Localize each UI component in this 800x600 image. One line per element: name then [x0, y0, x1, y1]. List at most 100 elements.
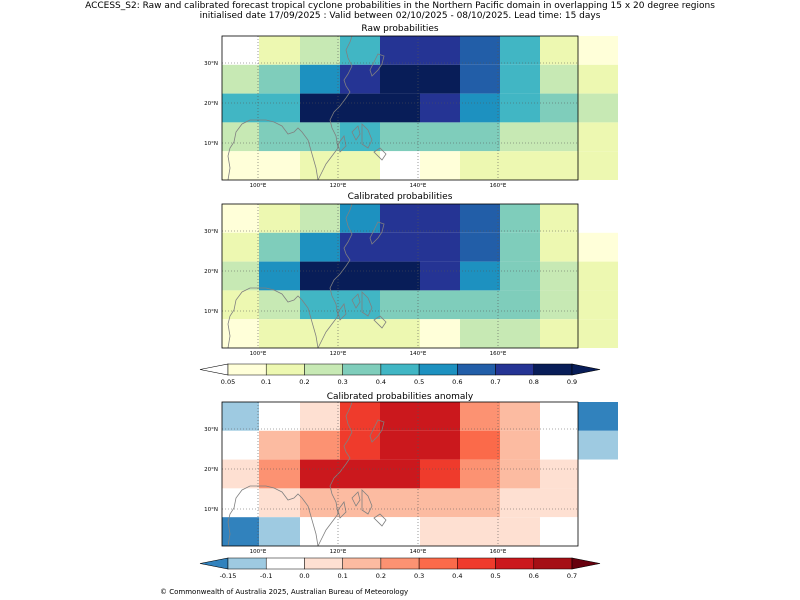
- grid-cell: [460, 488, 500, 518]
- colorbar-tick-label: 0.7: [567, 572, 577, 580]
- longitude-tick-label: 160°E: [490, 183, 507, 189]
- colorbar-segment: [265, 557, 305, 570]
- grid-cell: [300, 204, 340, 233]
- grid-cell: [259, 261, 300, 291]
- colorbar-tick-label: 0.7: [490, 378, 500, 386]
- grid-cell: [500, 151, 540, 180]
- grid-cell: [340, 151, 380, 180]
- grid-cell: [300, 402, 340, 431]
- grid-cell: [340, 488, 380, 518]
- map-frame: [221, 203, 579, 349]
- grid-cell: [380, 488, 420, 518]
- colorbar-under-extension: [199, 363, 229, 376]
- grid-cell: [380, 232, 420, 262]
- grid-cell: [340, 459, 380, 489]
- grid-cell: [380, 517, 420, 546]
- coastline: [317, 401, 353, 547]
- colorbar-tick-label: -0.15: [220, 572, 237, 580]
- grid-cell: [578, 517, 618, 546]
- grid-cell: [222, 151, 259, 180]
- longitude-tick-label: 120°E: [330, 351, 347, 357]
- longitude-tick-label: 140°E: [410, 183, 427, 189]
- grid-cell: [500, 204, 540, 233]
- grid-cell: [578, 459, 618, 489]
- grid-cell: [578, 319, 618, 348]
- grid-cell: [500, 430, 540, 460]
- grid-cell: [300, 459, 340, 489]
- latitude-tick-label: 30°N: [204, 61, 218, 67]
- grid-cell: [578, 93, 618, 123]
- copyright-footer: © Commonwealth of Australia 2025, Austra…: [160, 588, 409, 596]
- grid-cell: [540, 488, 578, 518]
- longitude-tick-label: 160°E: [490, 549, 507, 555]
- coastline: [351, 123, 387, 161]
- grid-cell: [300, 93, 340, 123]
- grid-cell: [300, 290, 340, 320]
- grid-cell: [380, 459, 420, 489]
- colorbar-tick-label: -0.1: [260, 572, 273, 580]
- grid-cell: [222, 290, 259, 320]
- grid-cell: [540, 402, 578, 431]
- colorbar-segment: [418, 557, 458, 570]
- map-frame: [221, 35, 579, 181]
- grid-cell: [540, 122, 578, 152]
- colorbar-tick-label: 0.8: [529, 378, 539, 386]
- coastline: [317, 203, 353, 349]
- grid-cell: [340, 232, 380, 262]
- grid-cell: [340, 122, 380, 152]
- grid-cell: [340, 36, 380, 65]
- coastline: [227, 485, 319, 547]
- grid-cell: [540, 261, 578, 291]
- colorbar-tick-label: 0.3: [414, 572, 424, 580]
- grid-cell: [420, 430, 460, 460]
- grid-cell: [500, 93, 540, 123]
- latitude-tick-label: 20°N: [204, 101, 218, 107]
- grid-cell: [460, 232, 500, 262]
- colorbar-tick-label: 0.05: [221, 378, 235, 386]
- grid-cell: [300, 232, 340, 262]
- grid-cell: [578, 261, 618, 291]
- colorbar-segment: [265, 363, 305, 376]
- colorbar-segment: [380, 363, 420, 376]
- grid-cell: [540, 232, 578, 262]
- grid-cell: [259, 488, 300, 518]
- grid-cell: [420, 261, 460, 291]
- grid-cell: [300, 64, 340, 94]
- grid-cell: [222, 402, 259, 431]
- latitude-tick-label: 20°N: [204, 467, 218, 473]
- grid-cell: [259, 93, 300, 123]
- grid-cell: [460, 93, 500, 123]
- longitude-tick-label: 140°E: [410, 351, 427, 357]
- grid-cell: [340, 93, 380, 123]
- grid-cell: [460, 64, 500, 94]
- grid-cell: [380, 319, 420, 348]
- grid-cell: [420, 36, 460, 65]
- grid-cell: [420, 488, 460, 518]
- latitude-tick-label: 10°N: [204, 141, 218, 147]
- grid-cell: [380, 402, 420, 431]
- longitude-tick-label: 100°E: [250, 351, 267, 357]
- grid-cell: [500, 261, 540, 291]
- grid-cell: [578, 204, 618, 233]
- coastline: [227, 287, 319, 349]
- grid-cell: [300, 488, 340, 518]
- grid-cell: [420, 402, 460, 431]
- colorbar-over-extension: [571, 363, 601, 376]
- grid-cell: [460, 261, 500, 291]
- latitude-tick-label: 10°N: [204, 507, 218, 513]
- grid-cell: [578, 36, 618, 65]
- colorbar-tick-label: 0.6: [529, 572, 539, 580]
- grid-cell: [259, 402, 300, 431]
- grid-cell: [460, 204, 500, 233]
- grid-cell: [500, 319, 540, 348]
- colorbar-tick-label: 0.0: [299, 572, 309, 580]
- grid-cell: [340, 261, 380, 291]
- coastline: [337, 221, 385, 321]
- grid-cell: [420, 64, 460, 94]
- colorbar-tick-label: 0.9: [567, 378, 577, 386]
- colorbar-segment: [418, 363, 458, 376]
- grid-cell: [259, 204, 300, 233]
- grid-cell: [222, 517, 259, 546]
- colorbar-segment: [495, 557, 535, 570]
